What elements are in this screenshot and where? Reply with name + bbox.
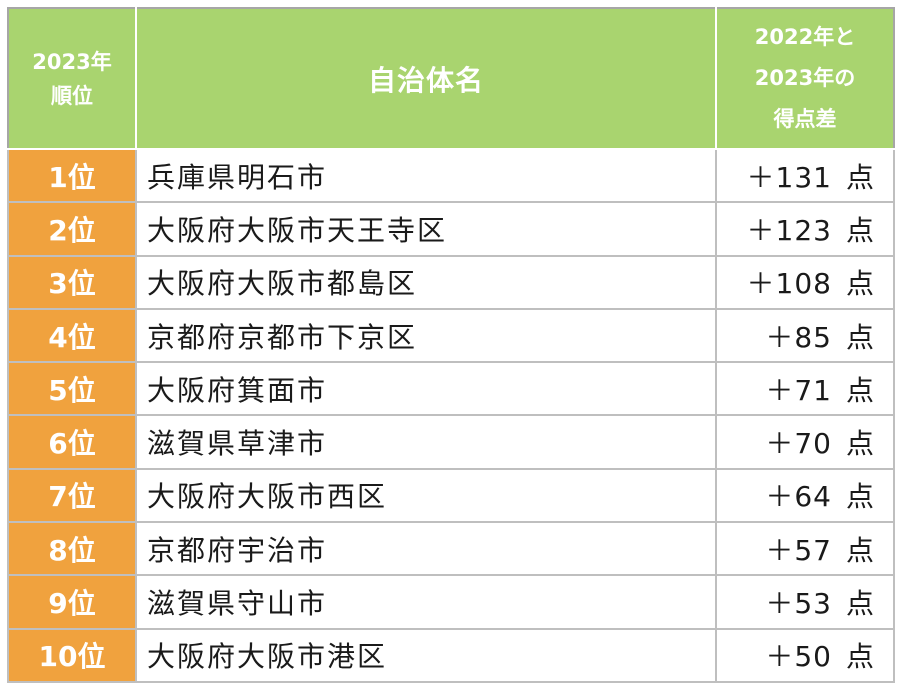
- score-diff-cell: ＋85 点: [715, 307, 895, 364]
- rank-cell: 10位: [7, 627, 137, 683]
- score-diff-value: ＋85: [765, 320, 832, 354]
- score-diff-cell: ＋108 点: [715, 254, 895, 310]
- municipality-name-cell: 滋賀県守山市: [135, 574, 717, 630]
- score-unit: 点: [845, 320, 875, 354]
- header-rank-line1: 2023年: [32, 49, 112, 74]
- rank-cell: 9位: [7, 574, 137, 630]
- score-diff-cell: ＋70 点: [715, 414, 895, 470]
- municipality-name-cell: 大阪府大阪市西区: [135, 467, 717, 524]
- score-diff-cell: ＋53 点: [715, 574, 895, 630]
- score-diff-value: ＋57: [765, 533, 832, 567]
- score-diff-value: ＋108: [746, 267, 832, 301]
- municipality-name-cell: 大阪府大阪市天王寺区: [135, 201, 717, 257]
- score-diff-cell: ＋71 点: [715, 361, 895, 417]
- score-diff-value: ＋131: [746, 160, 832, 194]
- score-diff-cell: ＋123 点: [715, 201, 895, 257]
- table-row: 9位 滋賀県守山市 ＋53 点: [7, 574, 895, 630]
- table-header: 2023年 順位 自治体名 2022年と 2023年の 得点差: [7, 7, 895, 150]
- score-diff-cell: ＋50 点: [715, 627, 895, 683]
- rank-cell: 3位: [7, 254, 137, 310]
- score-unit: 点: [845, 533, 875, 567]
- score-diff-value: ＋64: [765, 480, 832, 514]
- score-diff-cell: ＋131 点: [715, 147, 895, 204]
- rank-cell: 7位: [7, 467, 137, 524]
- score-diff-value: ＋71: [765, 373, 832, 407]
- header-diff-line3: 得点差: [773, 107, 837, 131]
- table-row: 10位 大阪府大阪市港区 ＋50 点: [7, 627, 895, 683]
- score-diff-value: ＋50: [765, 640, 832, 674]
- rank-cell: 1位: [7, 147, 137, 204]
- header-diff-line1: 2022年と: [754, 25, 856, 49]
- table-row: 3位 大阪府大阪市都島区 ＋108 点: [7, 254, 895, 310]
- rank-cell: 8位: [7, 521, 137, 577]
- table-row: 8位 京都府宇治市 ＋57 点: [7, 521, 895, 577]
- header-rank: 2023年 順位: [7, 7, 137, 150]
- score-unit: 点: [845, 373, 875, 407]
- rank-cell: 5位: [7, 361, 137, 417]
- table-row: 4位 京都府京都市下京区 ＋85 点: [7, 307, 895, 364]
- header-rank-line2: 順位: [51, 83, 93, 108]
- score-diff-value: ＋70: [765, 427, 832, 461]
- score-unit: 点: [845, 160, 875, 194]
- rank-cell: 6位: [7, 414, 137, 470]
- rank-cell: 2位: [7, 201, 137, 257]
- header-row: 2023年 順位 自治体名 2022年と 2023年の 得点差: [7, 7, 895, 150]
- municipality-name-cell: 京都府宇治市: [135, 521, 717, 577]
- score-unit: 点: [845, 480, 875, 514]
- score-unit: 点: [845, 213, 875, 247]
- rank-cell: 4位: [7, 307, 137, 364]
- score-diff-cell: ＋57 点: [715, 521, 895, 577]
- score-unit: 点: [845, 640, 875, 674]
- municipality-name-cell: 大阪府大阪市都島区: [135, 254, 717, 310]
- table-row: 5位 大阪府箕面市 ＋71 点: [7, 361, 895, 417]
- table-row: 1位 兵庫県明石市 ＋131 点: [7, 147, 895, 204]
- municipality-name-cell: 大阪府箕面市: [135, 361, 717, 417]
- table-row: 7位 大阪府大阪市西区 ＋64 点: [7, 467, 895, 524]
- header-municipality-name: 自治体名: [135, 7, 717, 150]
- table-body: 1位 兵庫県明石市 ＋131 点 2位 大阪府大阪市天王寺区 ＋123 点 3位 大…: [7, 147, 895, 683]
- score-unit: 点: [845, 267, 875, 301]
- municipality-name-cell: 兵庫県明石市: [135, 147, 717, 204]
- header-diff-line2: 2023年の: [754, 66, 856, 90]
- table-row: 6位 滋賀県草津市 ＋70 点: [7, 414, 895, 470]
- municipality-name-cell: 滋賀県草津市: [135, 414, 717, 470]
- ranking-table: 2023年 順位 自治体名 2022年と 2023年の 得点差 1位 兵庫県明石…: [7, 7, 895, 683]
- score-unit: 点: [845, 587, 875, 621]
- score-diff-value: ＋123: [746, 213, 832, 247]
- header-score-diff: 2022年と 2023年の 得点差: [715, 7, 895, 150]
- score-diff-value: ＋53: [765, 587, 832, 621]
- score-unit: 点: [845, 427, 875, 461]
- municipality-name-cell: 大阪府大阪市港区: [135, 627, 717, 683]
- municipality-name-cell: 京都府京都市下京区: [135, 307, 717, 364]
- table-row: 2位 大阪府大阪市天王寺区 ＋123 点: [7, 201, 895, 257]
- score-diff-cell: ＋64 点: [715, 467, 895, 524]
